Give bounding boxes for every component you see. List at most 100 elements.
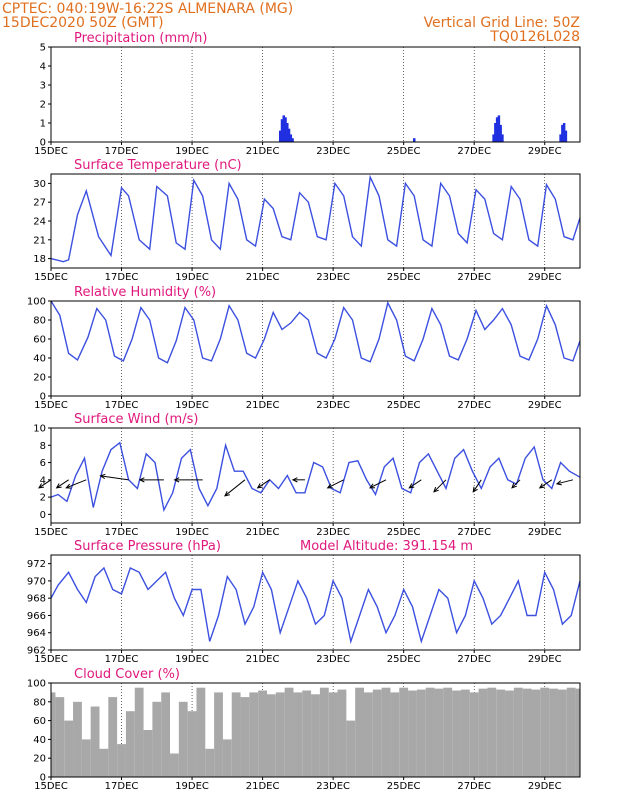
cloud-area-segment (355, 687, 364, 777)
humidity-series-line (50, 300, 581, 364)
cloud-area-segment (566, 687, 576, 777)
cloud-x-tick-label: 29DEC (528, 781, 562, 792)
cloud-area-segment (478, 688, 488, 777)
cloud-area-segment (267, 694, 276, 777)
cloud-area-segment (117, 744, 126, 777)
cloud-x-tick-label: 15DEC (34, 781, 68, 792)
precipitation-title: Precipitation (mm/h) (74, 31, 207, 46)
precipitation-bar (280, 119, 284, 142)
wind-arrow (511, 479, 521, 489)
cloud-area-segment (205, 748, 215, 777)
cloud-area-segment (90, 706, 100, 777)
precipitation-x-tick-label: 23DEC (316, 146, 350, 157)
humidity-x-tick-label: 25DEC (387, 400, 421, 411)
pressure-y-tick-label: 970 (27, 576, 46, 587)
precipitation-y-tick-label: 4 (40, 62, 46, 73)
panel-temperature: 18 21 24 27 30 15DEC 17DEC 19DEC 21DEC 23DEC 25DEC… (33, 158, 581, 283)
humidity-x-tick-label: 17DEC (105, 400, 139, 411)
cloud-area-segment (302, 690, 312, 777)
header-run-date: 15DEC2020 50Z (GMT) (2, 15, 164, 31)
pressure-title: Surface Pressure (hPa) (74, 539, 221, 554)
wind-arrow (38, 479, 52, 489)
pressure-y-tick-label: 968 (27, 594, 46, 605)
pressure-y-tick-label: 962 (27, 646, 46, 657)
wind-title: Surface Wind (m/s) (74, 412, 198, 427)
precipitation-bar (497, 115, 501, 142)
cloud-area-segment (513, 687, 523, 777)
wind-arrow (256, 479, 270, 489)
temperature-y-tick-label: 21 (33, 235, 46, 246)
cloud-area-segment (258, 690, 268, 777)
precipitation-y-tick-label: 0 (40, 138, 46, 149)
cloud-area-segment (408, 690, 417, 777)
humidity-y-tick-label: 40 (33, 354, 46, 365)
precipitation-y-tick-label: 5 (40, 43, 46, 54)
cloud-area-segment (522, 688, 532, 777)
cloud-x-tick-label: 21DEC (246, 781, 280, 792)
humidity-frame (50, 300, 581, 397)
wind-x-tick-label: 21DEC (246, 527, 280, 538)
temperature-frame (50, 173, 581, 269)
precipitation-bar (284, 117, 287, 142)
cloud-area-segment (187, 711, 197, 777)
cloud-area-segment (293, 692, 303, 777)
precipitation-bar (412, 138, 416, 142)
wind-arrow (65, 479, 87, 489)
panel-humidity: 0 20 40 60 80 100 15DEC 17DEC 19DEC 21DEC 23DEC 25D… (27, 285, 581, 411)
panels: 0 1 2 3 4 5 15DEC 17DEC 19DEC 21DEC 23DEC 25DEC 27DE… (27, 31, 581, 792)
humidity-x-tick-label: 29DEC (528, 400, 562, 411)
cloud-area-segment (337, 689, 347, 777)
cloud-area-segment (381, 687, 391, 777)
wind-x-tick-label: 15DEC (34, 527, 68, 538)
cloud-x-tick-label: 23DEC (316, 781, 350, 792)
cloud-area-segment (284, 687, 294, 777)
cloud-area-segment (531, 689, 541, 777)
cloud-area-segment (363, 692, 373, 777)
humidity-y-tick-label: 0 (40, 392, 46, 403)
cloud-area-segment (73, 701, 82, 777)
cloud-area-segment (469, 692, 479, 777)
cloud-x-tick-label: 17DEC (105, 781, 139, 792)
precipitation-x-tick-label: 27DEC (457, 146, 491, 157)
humidity-y-tick-label: 60 (33, 335, 46, 346)
cloud-area-segment (222, 739, 232, 777)
pressure-x-tick-label: 29DEC (528, 654, 562, 665)
precipitation-y-tick-label: 3 (40, 81, 46, 92)
temperature-y-tick-label: 24 (33, 217, 46, 228)
header-grid-line: Vertical Grid Line: 50Z (424, 15, 580, 31)
cloud-area-segment (487, 687, 497, 777)
cloud-area-segment (214, 692, 223, 777)
cloud-title: Cloud Cover (%) (74, 667, 180, 682)
header-model: TQ0126L028 (489, 29, 580, 45)
cloud-area-segment (249, 692, 259, 777)
wind-x-tick-label: 23DEC (316, 527, 350, 538)
wind-arrow (55, 479, 69, 489)
cloud-area-segment (372, 689, 382, 777)
pressure-x-tick-label: 27DEC (457, 654, 491, 665)
temperature-y-tick-label: 18 (33, 254, 46, 265)
wind-x-tick-label: 17DEC (105, 527, 139, 538)
cloud-area-segment (434, 688, 444, 777)
pressure-x-tick-label: 23DEC (316, 654, 350, 665)
wind-arrow (99, 473, 129, 481)
pressure-annotation: Model Altitude: 391.154 m (300, 539, 473, 554)
cloud-y-tick-label: 60 (33, 716, 46, 727)
wind-arrow (326, 479, 344, 489)
cloud-area-segment (275, 692, 285, 777)
cloud-area-segment (557, 689, 567, 777)
wind-frame (50, 427, 581, 524)
wind-x-tick-label: 25DEC (387, 527, 421, 538)
cloud-y-tick-label: 20 (33, 754, 46, 765)
temperature-x-tick-label: 25DEC (387, 272, 421, 283)
temperature-y-tick-label: 30 (33, 179, 46, 190)
temperature-x-tick-label: 19DEC (175, 272, 209, 283)
header-location: CPTEC: 040:19W-16:22S ALMENARA (MG) (2, 1, 293, 17)
precipitation-bar (561, 124, 564, 142)
pressure-y-tick-label: 964 (27, 628, 46, 639)
pressure-frame (50, 554, 581, 651)
humidity-y-tick-label: 100 (27, 297, 46, 308)
cloud-area-segment (143, 730, 153, 777)
pressure-x-tick-label: 15DEC (34, 654, 68, 665)
cloud-area-segment (575, 688, 580, 777)
cloud-area-segment (390, 692, 400, 777)
